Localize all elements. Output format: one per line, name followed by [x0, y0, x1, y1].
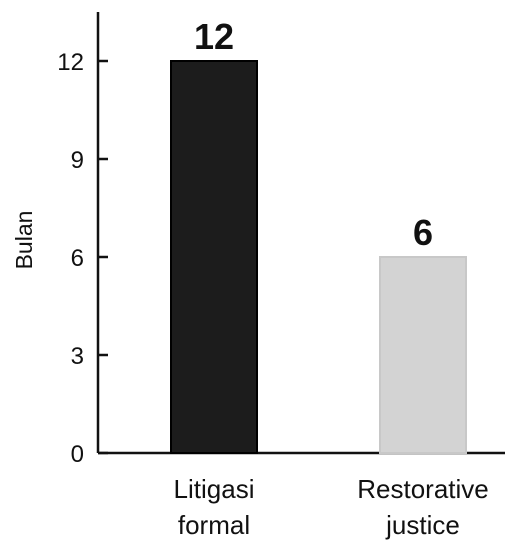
- y-tick-label: 0: [71, 441, 84, 468]
- y-axis-title: Bulan: [11, 211, 37, 270]
- y-tick-label: 3: [71, 343, 84, 370]
- x-category-label-0-line-0: Litigasi: [174, 474, 255, 504]
- bar-1: [379, 256, 467, 454]
- x-category-labels-group: Litigasi formal Restorative justice: [174, 474, 489, 540]
- y-ticks-group: 0 3 6 9 12: [57, 49, 108, 468]
- bar-0: [170, 60, 258, 454]
- y-tick-label: 9: [71, 147, 84, 174]
- bars-group: [170, 60, 467, 454]
- x-category-label-1-line-0: Restorative: [357, 474, 489, 504]
- x-category-label-1-line-1: justice: [385, 510, 460, 540]
- data-labels-group: 12 6: [194, 16, 433, 253]
- y-tick-label: 12: [57, 49, 84, 76]
- bar-value-label-0: 12: [194, 16, 234, 57]
- y-tick-label: 6: [71, 245, 84, 272]
- x-category-label-0-line-1: formal: [178, 510, 250, 540]
- bar-value-label-1: 6: [413, 212, 433, 253]
